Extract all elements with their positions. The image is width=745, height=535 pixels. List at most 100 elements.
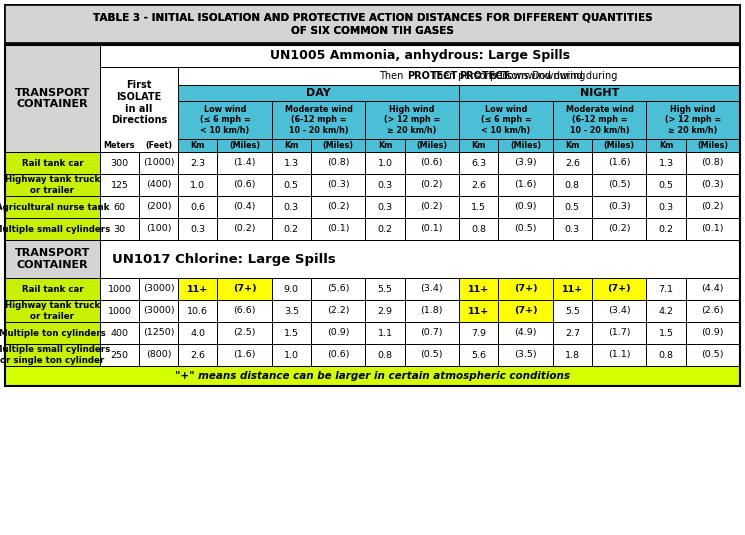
Text: 1.1: 1.1: [378, 328, 393, 338]
Text: (0.6): (0.6): [421, 158, 443, 167]
Bar: [218, 300, 272, 322]
Text: (400): (400): [146, 180, 171, 189]
Bar: [5, 196, 100, 218]
Text: (1000): (1000): [143, 158, 174, 167]
Bar: [365, 322, 405, 344]
Bar: [5, 45, 100, 152]
Bar: [647, 344, 685, 366]
Bar: [498, 218, 553, 240]
Bar: [459, 139, 498, 152]
Bar: [459, 218, 498, 240]
Text: (0.7): (0.7): [421, 328, 443, 338]
Text: (0.9): (0.9): [702, 328, 724, 338]
Text: 6.3: 6.3: [471, 158, 486, 167]
Bar: [498, 174, 553, 196]
Text: (0.8): (0.8): [327, 158, 349, 167]
Text: 10.6: 10.6: [187, 307, 208, 316]
Bar: [100, 45, 740, 67]
Bar: [5, 5, 740, 43]
Text: 0.2: 0.2: [284, 225, 299, 233]
Bar: [365, 278, 405, 300]
Bar: [100, 218, 139, 240]
Bar: [218, 139, 272, 152]
Bar: [592, 152, 647, 174]
Bar: [100, 240, 740, 278]
Text: (Miles): (Miles): [697, 141, 729, 150]
Text: (0.6): (0.6): [233, 180, 256, 189]
Text: Km: Km: [191, 141, 205, 150]
Text: (800): (800): [146, 350, 171, 360]
Text: (6.6): (6.6): [233, 307, 256, 316]
Bar: [5, 45, 740, 386]
Text: (2.2): (2.2): [327, 307, 349, 316]
Text: Multiple ton cylinders: Multiple ton cylinders: [0, 328, 106, 338]
Bar: [685, 152, 740, 174]
Bar: [405, 218, 459, 240]
Text: 1.8: 1.8: [565, 350, 580, 360]
Bar: [100, 174, 139, 196]
Text: (1.6): (1.6): [608, 158, 630, 167]
Text: Km: Km: [284, 141, 299, 150]
Text: Low wind
(≤ 6 mph =
< 10 km/h): Low wind (≤ 6 mph = < 10 km/h): [200, 105, 250, 135]
Bar: [272, 152, 311, 174]
Text: Highway tank truck
or trailer: Highway tank truck or trailer: [5, 175, 100, 195]
Text: (3000): (3000): [143, 307, 174, 316]
Bar: [647, 218, 685, 240]
Bar: [5, 300, 100, 322]
Bar: [459, 322, 498, 344]
Text: (0.2): (0.2): [233, 225, 256, 233]
Text: (0.9): (0.9): [514, 203, 536, 211]
Bar: [405, 322, 459, 344]
Text: (1.4): (1.4): [233, 158, 256, 167]
Bar: [178, 152, 218, 174]
Bar: [553, 101, 647, 139]
Text: (0.4): (0.4): [233, 203, 256, 211]
Text: DAY: DAY: [306, 88, 331, 98]
Text: (0.3): (0.3): [608, 203, 630, 211]
Text: TRANSPORT
CONTAINER: TRANSPORT CONTAINER: [15, 88, 90, 109]
Text: 0.2: 0.2: [378, 225, 393, 233]
Text: (0.6): (0.6): [327, 350, 349, 360]
Bar: [405, 278, 459, 300]
Text: High wind
(> 12 mph =
≥ 20 km/h): High wind (> 12 mph = ≥ 20 km/h): [665, 105, 721, 135]
Text: Then: Then: [431, 71, 459, 81]
Bar: [647, 196, 685, 218]
Bar: [178, 196, 218, 218]
Bar: [365, 101, 459, 139]
Text: 5.5: 5.5: [378, 285, 393, 294]
Text: 7.1: 7.1: [659, 285, 673, 294]
Bar: [685, 278, 740, 300]
Bar: [498, 344, 553, 366]
Text: (0.3): (0.3): [327, 180, 349, 189]
Text: 5.6: 5.6: [471, 350, 486, 360]
Text: 9.0: 9.0: [284, 285, 299, 294]
Text: 1.5: 1.5: [471, 203, 486, 211]
Bar: [365, 139, 405, 152]
Bar: [5, 240, 100, 278]
Text: Moderate wind
(6-12 mph =
10 - 20 km/h): Moderate wind (6-12 mph = 10 - 20 km/h): [565, 105, 633, 135]
Text: TABLE 3 - INITIAL ISOLATION AND PROTECTIVE ACTION DISTANCES FOR DIFFERENT QUANTI: TABLE 3 - INITIAL ISOLATION AND PROTECTI…: [92, 13, 653, 23]
Bar: [272, 101, 365, 139]
Text: 0.3: 0.3: [565, 225, 580, 233]
Text: 0.8: 0.8: [378, 350, 393, 360]
Text: (0.5): (0.5): [514, 225, 536, 233]
Bar: [498, 152, 553, 174]
Text: 0.5: 0.5: [565, 203, 580, 211]
Bar: [218, 152, 272, 174]
Bar: [5, 152, 100, 174]
Bar: [685, 300, 740, 322]
Bar: [592, 278, 647, 300]
Text: 0.3: 0.3: [190, 225, 205, 233]
Bar: [405, 196, 459, 218]
Text: Highway tank truck
or trailer: Highway tank truck or trailer: [5, 301, 100, 320]
Bar: [272, 174, 311, 196]
Bar: [365, 174, 405, 196]
Bar: [592, 218, 647, 240]
Text: (0.5): (0.5): [421, 350, 443, 360]
Text: (1250): (1250): [143, 328, 174, 338]
Text: 2.6: 2.6: [471, 180, 486, 189]
Bar: [459, 196, 498, 218]
Bar: [311, 344, 365, 366]
Bar: [647, 322, 685, 344]
Text: (7+): (7+): [514, 285, 537, 294]
